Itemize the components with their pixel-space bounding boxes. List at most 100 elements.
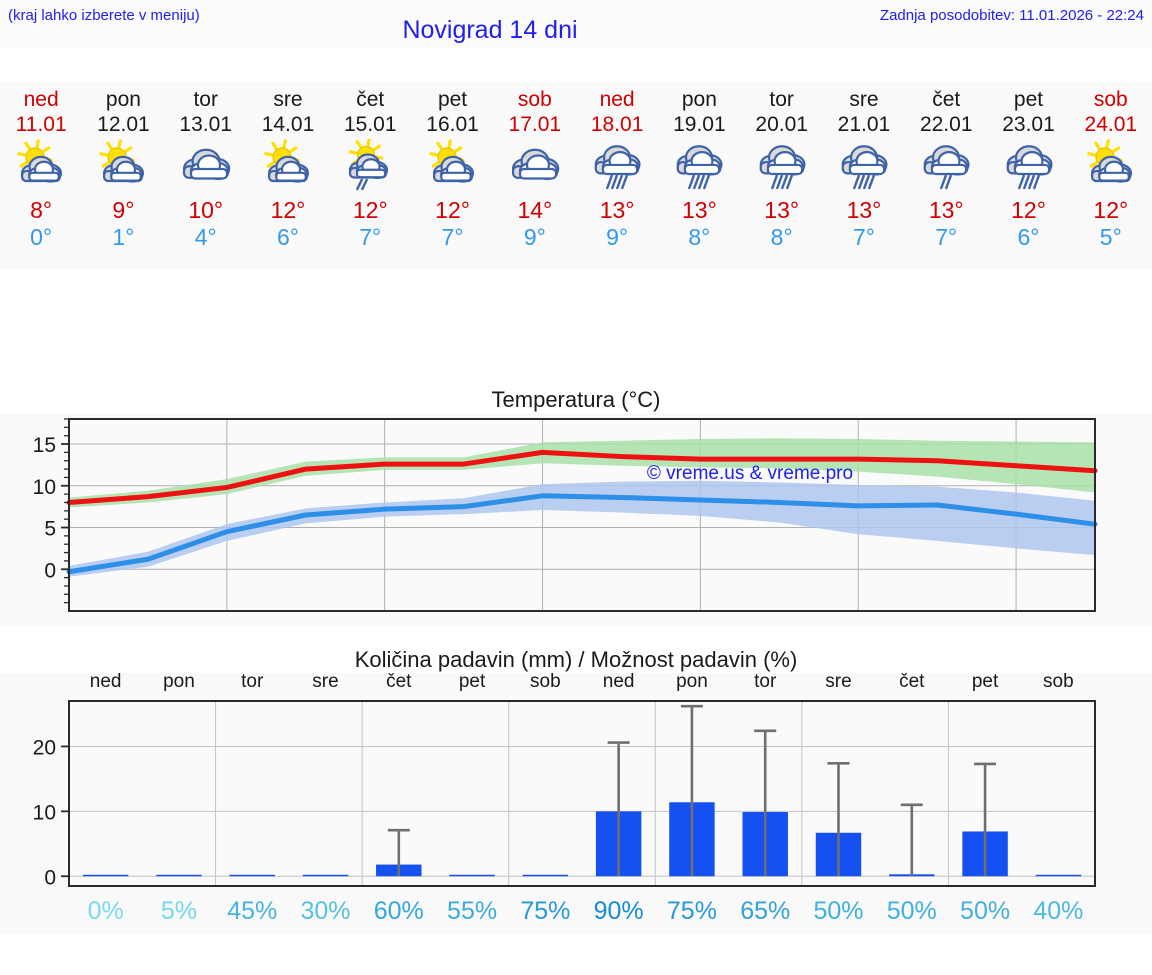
forecast-temp-min: 8° bbox=[688, 224, 711, 250]
prec-day-label: pet bbox=[459, 671, 486, 692]
prec-title-backdrop bbox=[0, 641, 1152, 673]
forecast-day-date: 14.01 bbox=[261, 113, 315, 136]
cloud-icon bbox=[165, 139, 247, 197]
temperature-chart-title: Temperatura (°C) bbox=[491, 387, 661, 412]
forecast-day-date: 12.01 bbox=[97, 113, 150, 136]
prec-day-label: čet bbox=[899, 671, 925, 692]
forecast-day-column[interactable]: sre 21.01 13° 7° bbox=[823, 82, 905, 269]
page-title: Novigrad 14 dni bbox=[402, 16, 578, 44]
light-rain-cloud-icon bbox=[905, 139, 987, 197]
forecast-day-date: 18.01 bbox=[590, 113, 644, 136]
forecast-temp-min: 9° bbox=[523, 224, 546, 250]
forecast-temp-max: 8° bbox=[30, 197, 53, 223]
forecast-day-column[interactable]: čet 22.01 13° 7° bbox=[905, 82, 987, 269]
precipitation-probability-label: 55% bbox=[447, 897, 497, 925]
forecast-temp-max: 12° bbox=[1093, 197, 1129, 223]
prec-y-tick-label: 20 bbox=[33, 736, 56, 759]
forecast-day-column[interactable]: sob 24.01 12° 5° bbox=[1070, 82, 1152, 269]
forecast-day-name: ned bbox=[599, 88, 635, 111]
temp-y-tick-label: 15 bbox=[33, 434, 56, 457]
forecast-day-name: sre bbox=[273, 88, 303, 111]
prec-day-label: ned bbox=[90, 671, 122, 692]
precipitation-chart-title: Količina padavin (mm) / Možnost padavin … bbox=[354, 647, 798, 672]
forecast-temp-max: 12° bbox=[352, 197, 388, 223]
forecast-day-name: pon bbox=[681, 88, 717, 111]
forecast-day-column[interactable]: pet 16.01 12° 7° bbox=[411, 82, 493, 269]
daily-forecast-strip: ned 11.01 8° 0° pon 12.01 9° 1° tor 13.01 10° 4° sre… bbox=[0, 82, 1152, 269]
precipitation-probability-label: 45% bbox=[227, 897, 277, 925]
sun-behind-cloud-icon bbox=[82, 139, 164, 197]
forecast-temp-max: 14° bbox=[517, 197, 553, 223]
forecast-day-date: 21.01 bbox=[837, 113, 891, 136]
forecast-day-name: čet bbox=[356, 88, 385, 111]
forecast-temp-min: 9° bbox=[606, 224, 629, 250]
forecast-day-column[interactable]: tor 13.01 10° 4° bbox=[165, 82, 247, 269]
forecast-day-name: pon bbox=[105, 88, 141, 111]
forecast-day-column[interactable]: pon 19.01 13° 8° bbox=[658, 82, 740, 269]
forecast-temp-max: 13° bbox=[846, 197, 882, 223]
forecast-temp-max: 12° bbox=[435, 197, 470, 223]
prec-y-tick-label: 10 bbox=[33, 801, 56, 824]
rain-cloud-icon bbox=[987, 139, 1069, 197]
precipitation-probability-label: 75% bbox=[667, 897, 717, 925]
forecast-day-date: 17.01 bbox=[508, 113, 562, 136]
sun-behind-cloud-icon bbox=[411, 139, 493, 197]
forecast-day-date: 16.01 bbox=[426, 113, 479, 136]
forecast-day-date: 24.01 bbox=[1084, 113, 1138, 136]
forecast-day-column[interactable]: tor 20.01 13° 8° bbox=[741, 82, 823, 269]
forecast-temp-min: 5° bbox=[1099, 224, 1122, 250]
forecast-day-column[interactable]: pon 12.01 9° 1° bbox=[82, 82, 164, 269]
prec-day-label: čet bbox=[386, 671, 412, 692]
precipitation-bar bbox=[82, 874, 129, 877]
precipitation-probability-label: 30% bbox=[300, 897, 350, 925]
prec-day-label: sob bbox=[1043, 671, 1074, 692]
page-header: (kraj lahko izberete v meniju) Novigrad … bbox=[0, 0, 1152, 48]
precipitation-bar bbox=[302, 874, 349, 877]
forecast-day-name: sob bbox=[1093, 88, 1128, 111]
rain-cloud-icon bbox=[741, 139, 823, 197]
precipitation-probability-label: 75% bbox=[520, 897, 570, 925]
watermark-text: © vreme.us & vreme.pro bbox=[647, 463, 853, 484]
temperature-chart: 0 5 10 15 © vreme.us & vreme.pro bbox=[33, 418, 1098, 612]
forecast-day-column[interactable]: pet 23.01 12° 6° bbox=[987, 82, 1069, 269]
forecast-day-column[interactable]: čet 15.01 12° 7° bbox=[329, 82, 411, 269]
sun-behind-cloud-icon bbox=[0, 139, 82, 197]
rain-cloud-icon bbox=[823, 139, 905, 197]
forecast-temp-min: 7° bbox=[935, 224, 958, 250]
sun-behind-cloud-icon bbox=[1070, 139, 1152, 197]
forecast-day-column[interactable]: ned 11.01 8° 0° bbox=[0, 82, 82, 269]
forecast-temp-min: 4° bbox=[194, 224, 217, 250]
prec-day-label: pet bbox=[972, 671, 999, 692]
prec-day-label: sre bbox=[825, 671, 851, 692]
prec-day-label: tor bbox=[241, 671, 264, 692]
prec-day-label: sre bbox=[312, 671, 338, 692]
precipitation-probability-label: 0% bbox=[88, 897, 124, 925]
menu-hint-text: (kraj lahko izberete v meniju) bbox=[8, 7, 200, 24]
forecast-temp-min: 7° bbox=[852, 224, 875, 250]
forecast-day-date: 20.01 bbox=[755, 113, 808, 136]
forecast-temp-max: 13° bbox=[764, 197, 800, 223]
forecast-day-column[interactable]: sre 14.01 12° 6° bbox=[247, 82, 329, 269]
forecast-day-date: 23.01 bbox=[1002, 113, 1055, 136]
temp-y-tick-label: 5 bbox=[44, 518, 56, 541]
forecast-temp-min: 6° bbox=[276, 224, 299, 250]
prec-day-label: ned bbox=[603, 671, 635, 692]
precipitation-probability-label: 90% bbox=[594, 897, 644, 925]
precipitation-probability-label: 5% bbox=[161, 897, 197, 925]
forecast-day-column[interactable]: ned 18.01 13° 9° bbox=[576, 82, 658, 269]
forecast-temp-min: 7° bbox=[441, 224, 464, 250]
forecast-day-column[interactable]: sob 17.01 14° 9° bbox=[494, 82, 576, 269]
forecast-temp-min: 6° bbox=[1017, 224, 1040, 250]
forecast-day-name: tor bbox=[769, 88, 794, 111]
temp-y-tick-label: 10 bbox=[33, 476, 56, 499]
precipitation-bar bbox=[156, 874, 202, 877]
forecast-day-name: tor bbox=[193, 88, 218, 111]
forecast-temp-max: 9° bbox=[112, 197, 135, 223]
precipitation-chart: 0 10 20 ned pon tor sre čet pet sob ned pon tor sre če… bbox=[33, 671, 1096, 925]
rain-cloud-icon bbox=[576, 139, 658, 197]
sun-behind-cloud-icon bbox=[247, 139, 329, 197]
precipitation-probability-label: 50% bbox=[813, 897, 863, 925]
forecast-day-date: 15.01 bbox=[343, 113, 397, 136]
forecast-day-date: 11.01 bbox=[15, 113, 67, 136]
forecast-temp-max: 12° bbox=[1011, 197, 1046, 223]
